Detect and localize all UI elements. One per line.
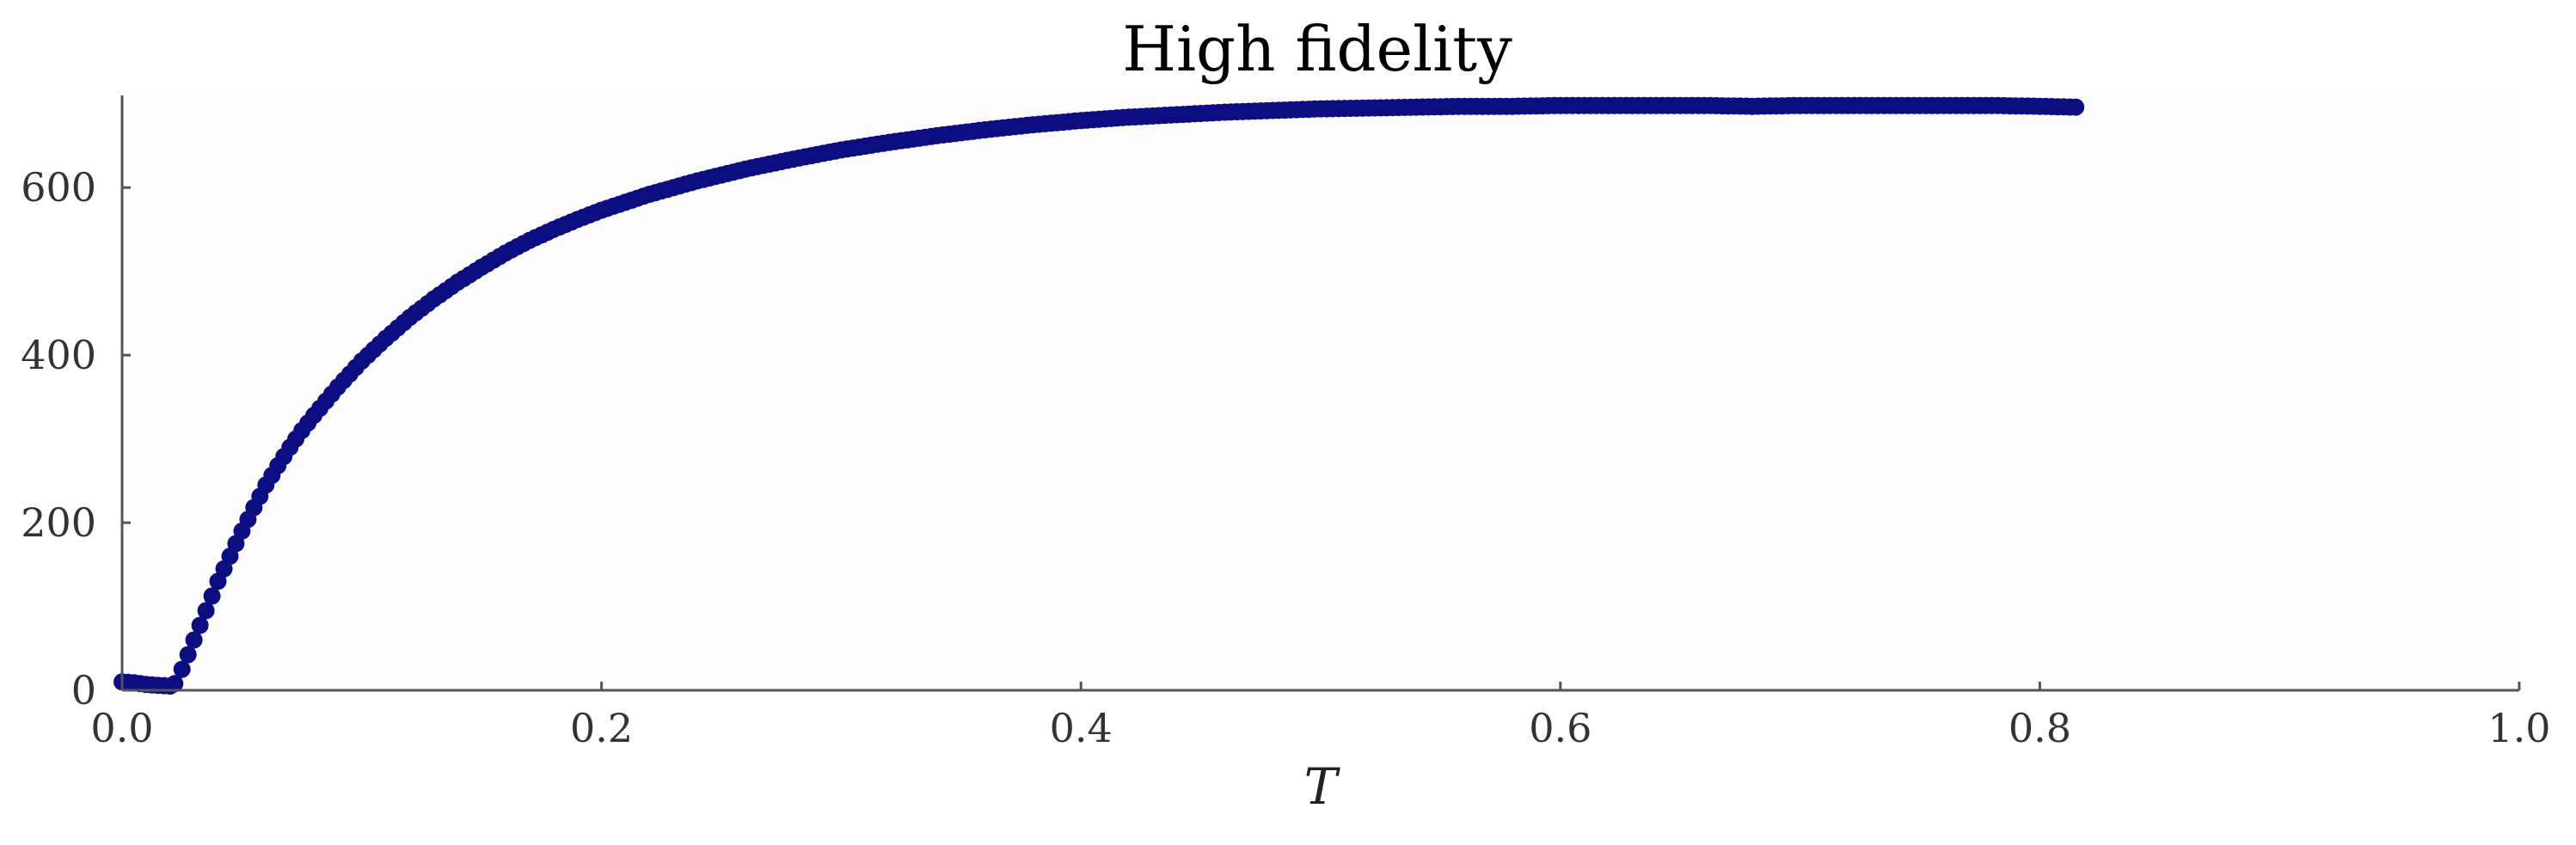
data-point <box>185 631 203 649</box>
y-tick-label: 600 <box>21 164 96 211</box>
x-tick-label: 0.4 <box>1050 705 1113 751</box>
x-tick-label: 0.8 <box>2009 705 2071 751</box>
y-tick-label: 200 <box>21 499 96 546</box>
chart-title: High fidelity <box>1122 13 1512 85</box>
data-points <box>113 96 2085 695</box>
x-tick-label: 0.0 <box>90 705 153 751</box>
y-tick-label: 0 <box>71 667 96 713</box>
data-point <box>2067 98 2085 116</box>
data-point <box>179 646 197 664</box>
x-axis-label: T <box>1304 757 1341 816</box>
y-axis-ticks: 0 200 400 600 <box>21 164 131 713</box>
plot-background <box>122 95 2519 690</box>
data-point <box>173 660 191 678</box>
data-point <box>191 616 209 634</box>
x-tick-label: 0.2 <box>570 705 633 751</box>
x-tick-label: 1.0 <box>2487 705 2550 751</box>
y-tick-label: 400 <box>21 332 96 378</box>
data-point <box>166 675 184 693</box>
data-point <box>203 587 221 605</box>
data-point <box>197 602 215 620</box>
x-axis-ticks: 0.0 0.2 0.4 0.6 0.8 1.0 <box>90 682 2551 751</box>
x-tick-label: 0.6 <box>1529 705 1592 751</box>
